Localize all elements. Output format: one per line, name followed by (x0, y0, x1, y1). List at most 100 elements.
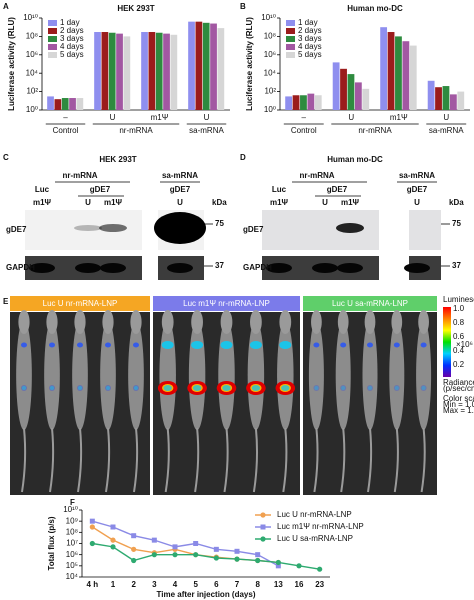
bar (380, 27, 388, 111)
legend-label: 3 days (60, 34, 84, 43)
data-point (193, 552, 199, 558)
panel-label: E (3, 297, 9, 306)
data-point (151, 537, 157, 543)
panel-label: F (70, 498, 75, 507)
data-point (213, 546, 219, 552)
legend-label: 1 day (298, 18, 318, 27)
blot-title: HEK 293T (99, 155, 136, 164)
bar (116, 33, 123, 110)
bar (76, 98, 84, 110)
legend-label: 4 days (60, 42, 84, 51)
bar (123, 36, 131, 110)
y-tick-label: 10¹⁰ (23, 13, 38, 22)
signal (78, 386, 82, 390)
signal (251, 385, 261, 391)
construct-label: gDE7 (170, 185, 191, 194)
data-point (110, 537, 116, 543)
bar (217, 28, 225, 111)
signal (133, 385, 139, 391)
row-label: GAPDH (243, 263, 272, 272)
bar (188, 21, 195, 110)
signal (163, 385, 172, 391)
blot-band (266, 263, 292, 273)
data-point (172, 544, 178, 550)
bar (449, 94, 457, 110)
group-label: sa-mRNA (399, 171, 435, 180)
y-tick-label: 10⁶ (66, 550, 78, 559)
lane-label: U (322, 198, 328, 207)
mouse-head (418, 310, 429, 334)
mouse-body (72, 320, 88, 430)
x-tick-label: – (302, 113, 307, 122)
mouse-tail (313, 427, 319, 493)
colorbar-tick: 0.8 (453, 318, 465, 327)
bar (163, 33, 170, 110)
row-label: gDE7 (6, 225, 27, 234)
marker-label: 75 (452, 219, 461, 228)
x-tick-label: U (348, 113, 354, 122)
mouse-tail (393, 427, 399, 493)
blot-band (100, 263, 126, 273)
x-axis-label: Time after injection (days) (157, 590, 256, 599)
mouse-body (128, 320, 144, 430)
x-tick-label: U (443, 113, 449, 122)
colorbar-note: Color scale (443, 394, 474, 403)
signal (341, 386, 346, 390)
signal (105, 385, 111, 391)
legend-swatch (48, 52, 57, 58)
panel-label: A (3, 2, 9, 11)
legend-swatch (48, 28, 57, 34)
bar (54, 99, 62, 110)
y-tick-label: 10¹⁰ (261, 13, 276, 22)
signal (314, 386, 319, 390)
mouse-head (74, 310, 86, 334)
y-tick-label: 10⁹ (66, 516, 78, 525)
y-axis-label: Luciferase activity (RLU) (245, 17, 254, 111)
signal (222, 385, 231, 391)
data-point (255, 557, 261, 564)
bar (409, 45, 417, 110)
y-tick-label: 10⁸ (66, 527, 78, 536)
x-tick-label: 6 (214, 580, 219, 589)
mouse-head (337, 310, 349, 334)
mouse-head (220, 310, 233, 334)
bar (457, 91, 465, 110)
mouse-head (364, 310, 376, 334)
bar (362, 88, 370, 110)
row-label: GAPDH (6, 263, 35, 272)
signal (420, 385, 427, 391)
legend-swatch (48, 20, 57, 26)
mouse-body (362, 320, 378, 430)
x-tick-label: 2 (131, 580, 136, 589)
legend-label: 2 days (60, 26, 84, 35)
bar (202, 22, 210, 110)
signal (192, 385, 202, 391)
blot-band (312, 263, 338, 273)
signal (279, 341, 292, 349)
legend-label: Luc U sa-mRNA-LNP (277, 534, 353, 543)
y-tick-label: 10⁴ (264, 68, 277, 77)
lane-label: m1Ψ (270, 198, 289, 207)
x-tick-label: 23 (315, 580, 324, 589)
chart-title: Human mo-DC (347, 4, 403, 13)
signal (191, 341, 204, 349)
colorbar-unit: ×10⁶ (456, 340, 473, 349)
mouse-tail (105, 427, 111, 493)
bar (354, 82, 362, 110)
bar (300, 95, 307, 110)
bar (47, 96, 54, 110)
bar (332, 62, 340, 110)
series-line (92, 542, 320, 570)
data-point (234, 556, 240, 562)
mouse-head (250, 310, 262, 334)
signal (340, 342, 347, 348)
signal (133, 342, 139, 348)
marker-label: 37 (215, 261, 224, 270)
mouse-head (191, 310, 203, 334)
mouse-body (16, 320, 32, 430)
blot-band (29, 263, 55, 273)
signal (368, 386, 372, 390)
x-tick-label: 13 (274, 580, 283, 589)
data-point (89, 524, 95, 530)
signal (393, 342, 400, 348)
